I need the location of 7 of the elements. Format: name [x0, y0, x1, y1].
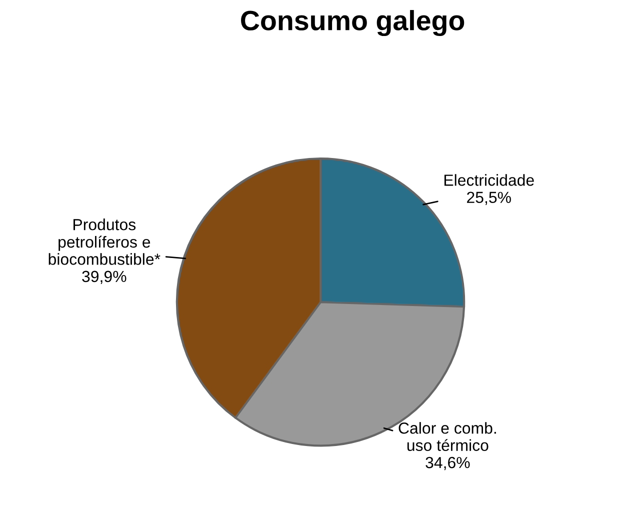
- slice-label: Electricidade: [444, 174, 534, 186]
- slice-label: Calor e comb. uso térmico: [398, 422, 496, 452]
- chart-title: Consumo galego: [241, 10, 464, 36]
- data-label: 25,5%: [467, 192, 511, 205]
- data-label: 39,9%: [82, 270, 126, 284]
- data-label: 34,6%: [426, 456, 470, 470]
- slice-label: Produtos petrolíferos e biocombustible*: [48, 218, 160, 265]
